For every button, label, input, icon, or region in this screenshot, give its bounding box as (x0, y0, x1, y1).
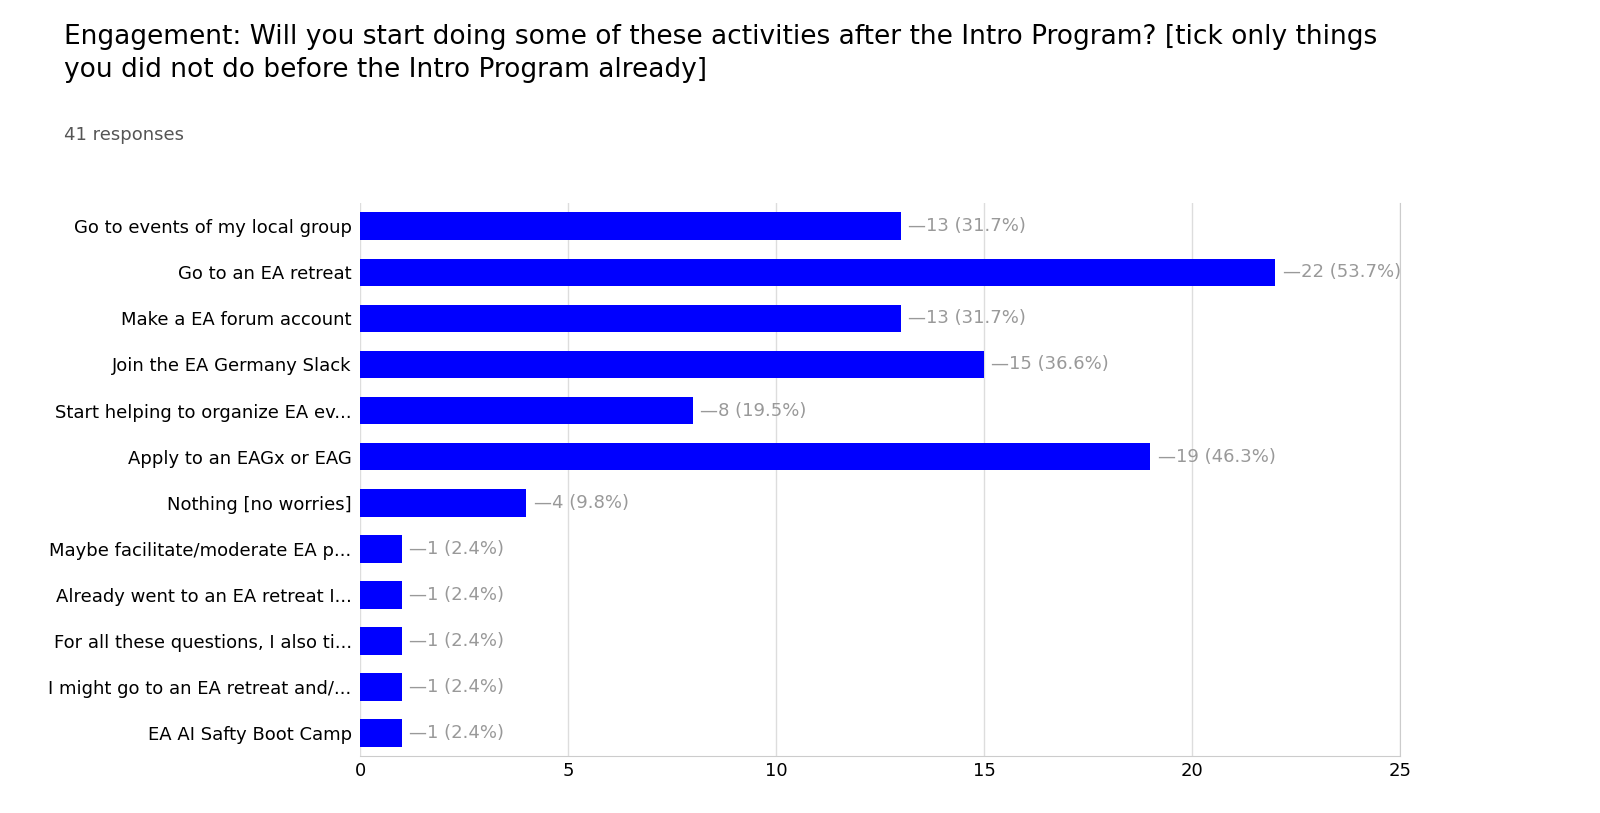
Bar (360, 397, 693, 424)
Text: —19 (46.3%): —19 (46.3%) (1158, 448, 1275, 466)
Text: —1 (2.4%): —1 (2.4%) (410, 586, 504, 604)
Bar (360, 489, 526, 516)
Text: —15 (36.6%): —15 (36.6%) (992, 355, 1109, 373)
Text: Engagement: Will you start doing some of these activities after the Intro Progra: Engagement: Will you start doing some of… (64, 24, 1378, 84)
Text: —1 (2.4%): —1 (2.4%) (410, 540, 504, 558)
Text: —8 (19.5%): —8 (19.5%) (701, 402, 806, 420)
Bar (360, 259, 1275, 286)
Text: —1 (2.4%): —1 (2.4%) (410, 678, 504, 696)
Bar (360, 305, 901, 333)
Text: —13 (31.7%): —13 (31.7%) (909, 310, 1026, 328)
Text: —1 (2.4%): —1 (2.4%) (410, 632, 504, 650)
Bar (360, 443, 1150, 471)
Bar (360, 350, 984, 378)
Text: —13 (31.7%): —13 (31.7%) (909, 217, 1026, 235)
Bar (360, 212, 901, 240)
Bar (360, 673, 402, 701)
Bar (360, 535, 402, 563)
Text: —1 (2.4%): —1 (2.4%) (410, 724, 504, 742)
Text: 41 responses: 41 responses (64, 126, 184, 144)
Bar (360, 627, 402, 654)
Bar (360, 581, 402, 609)
Bar (360, 720, 402, 747)
Text: —4 (9.8%): —4 (9.8%) (534, 493, 629, 511)
Text: —22 (53.7%): —22 (53.7%) (1283, 263, 1402, 281)
